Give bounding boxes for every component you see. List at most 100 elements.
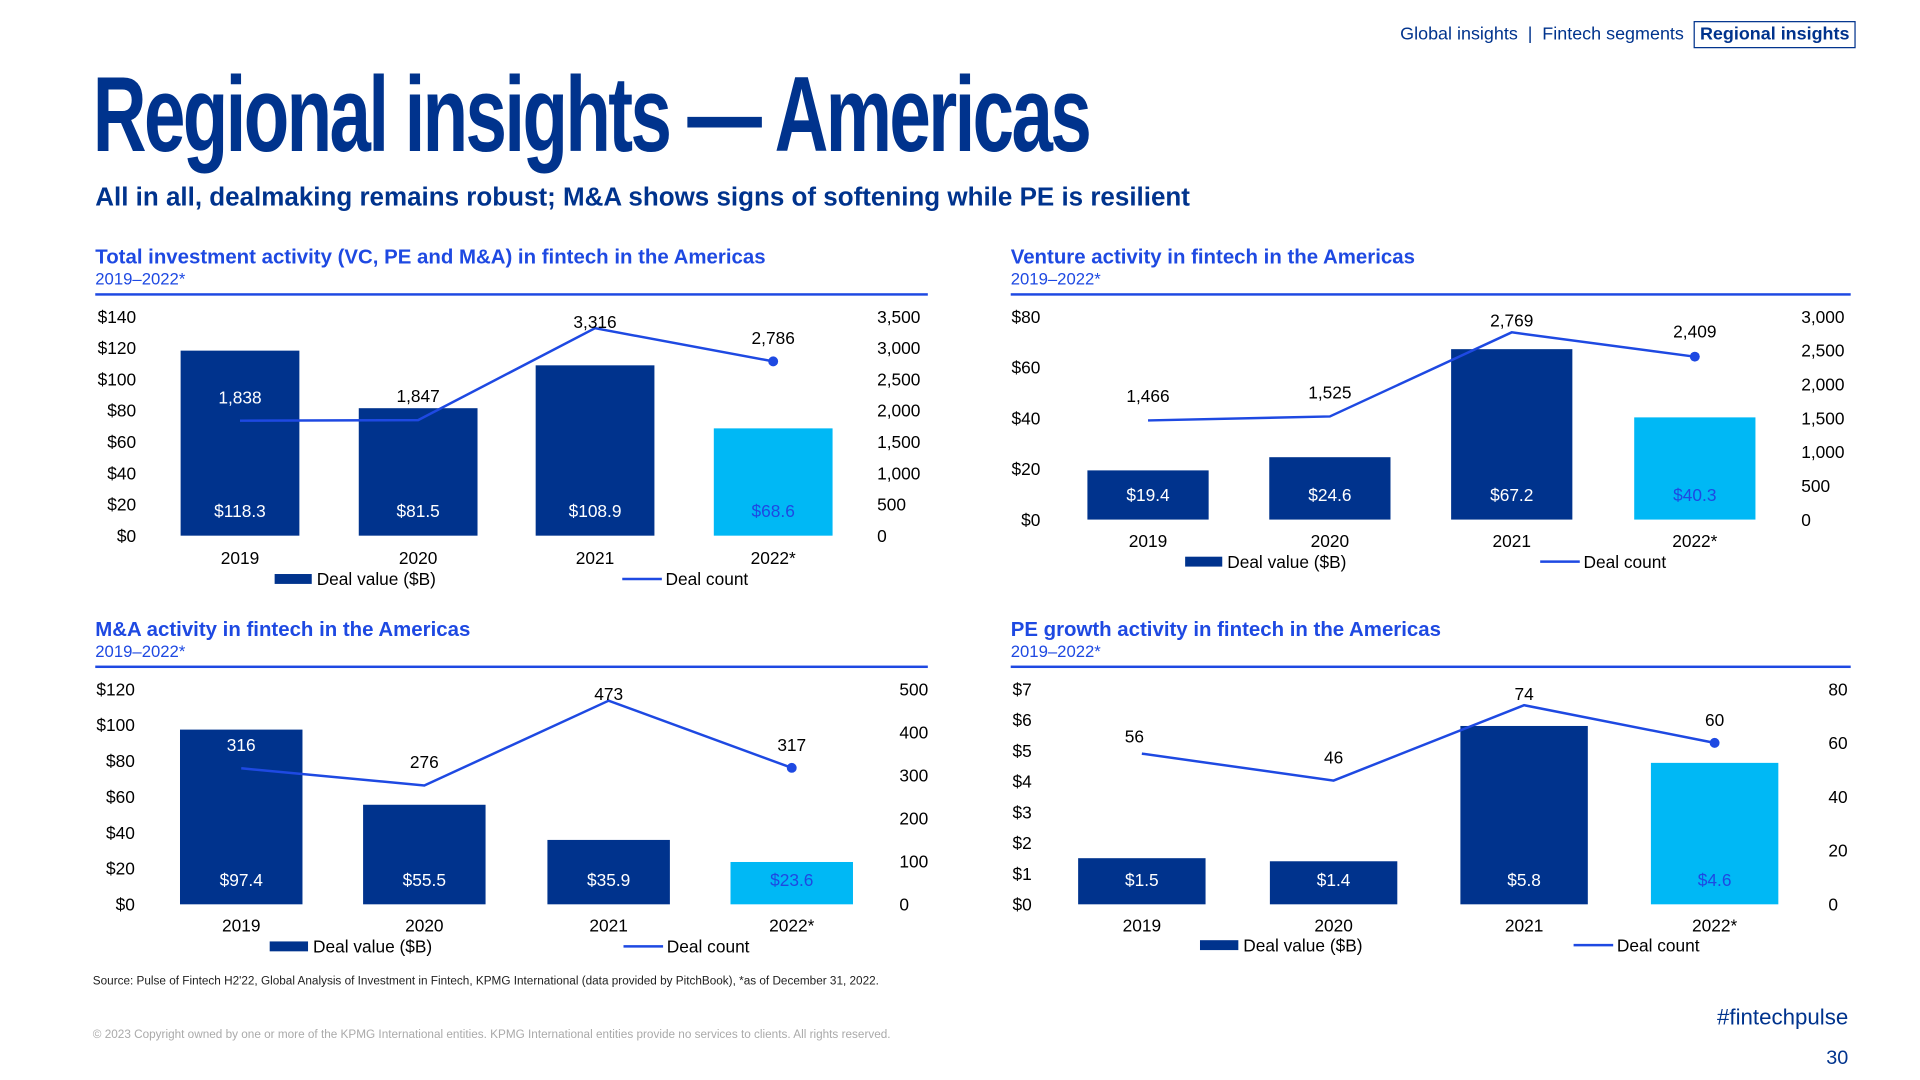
x-axis-tick-label: 2022* bbox=[1692, 916, 1737, 936]
x-axis-tick-label: 2020 bbox=[399, 548, 437, 568]
deal-count-label: 1,847 bbox=[396, 386, 439, 406]
y-axis-tick-label: $40 bbox=[107, 463, 136, 483]
bar-value-label: $1.5 bbox=[1125, 870, 1159, 890]
nav-fintech-segments[interactable]: Fintech segments bbox=[1542, 24, 1684, 45]
y-axis-tick-label: $20 bbox=[107, 495, 136, 515]
chart-header-ma: M&A activity in fintech in the Americas … bbox=[95, 618, 928, 669]
deal-count-label: 317 bbox=[777, 735, 806, 755]
bar-2022* bbox=[730, 861, 853, 905]
y2-axis-tick-label: 200 bbox=[899, 808, 928, 828]
y2-axis-tick-label: 2,500 bbox=[1801, 341, 1844, 361]
deal-count-label: 56 bbox=[1125, 726, 1144, 746]
divider bbox=[95, 293, 928, 296]
deal-count-line bbox=[241, 699, 793, 787]
y2-axis-tick-label: 2,500 bbox=[877, 369, 920, 389]
y2-axis-tick-label: 500 bbox=[877, 495, 906, 515]
page-number: 30 bbox=[1826, 1047, 1849, 1069]
y-axis-tick-label: $80 bbox=[107, 401, 136, 421]
deal-count-label: 1,525 bbox=[1308, 382, 1351, 402]
x-axis-tick-label: 2020 bbox=[405, 916, 443, 936]
bar-2019 bbox=[1078, 858, 1206, 905]
y-axis-tick-label: $120 bbox=[98, 338, 136, 358]
y-axis-tick-label: $60 bbox=[106, 787, 135, 807]
y2-axis-tick-label: 0 bbox=[899, 895, 909, 915]
y-axis-tick-label: $2 bbox=[1012, 833, 1031, 853]
y2-axis-tick-label: 400 bbox=[899, 722, 928, 742]
y2-axis-tick-label: 0 bbox=[877, 526, 887, 546]
y2-axis-tick-label: 2,000 bbox=[1801, 375, 1844, 395]
deal-count-point bbox=[1689, 351, 1700, 362]
bar-value-label: $5.8 bbox=[1507, 870, 1541, 890]
bar-value-label: $97.4 bbox=[220, 870, 264, 890]
chart-period: 2019–2022* bbox=[1010, 269, 1101, 289]
deal-count-line bbox=[1141, 703, 1715, 782]
y2-axis-tick-label: 3,000 bbox=[877, 338, 920, 358]
deal-count-line bbox=[239, 326, 774, 422]
y-axis-tick-label: $1 bbox=[1012, 864, 1031, 884]
chart-period: 2019–2022* bbox=[95, 642, 186, 661]
y-axis-tick-label: $0 bbox=[117, 526, 136, 546]
y2-axis-tick-label: 0 bbox=[1801, 510, 1811, 530]
deal-count-label: 1,466 bbox=[1126, 386, 1169, 406]
nav-regional-insights[interactable]: Regional insights bbox=[1693, 21, 1856, 49]
y2-axis-tick-label: 0 bbox=[1828, 895, 1838, 915]
legend-label-deal-value: Deal value ($B) bbox=[317, 569, 436, 589]
deal-count-label: 3,316 bbox=[573, 312, 616, 332]
deal-count-point bbox=[768, 356, 779, 367]
y2-axis-tick-label: 1,500 bbox=[877, 432, 920, 452]
chart-title: M&A activity in fintech in the Americas bbox=[95, 618, 471, 641]
chart-period: 2019–2022* bbox=[95, 269, 186, 289]
y-axis-tick-label: $120 bbox=[96, 679, 134, 699]
legend-label-deal-count: Deal count bbox=[667, 937, 750, 957]
bar-value-label: $23.6 bbox=[770, 870, 813, 890]
deal-count-label: 1,838 bbox=[218, 387, 261, 407]
legend-label-deal-value: Deal value ($B) bbox=[313, 937, 432, 957]
y-axis-tick-label: $0 bbox=[1012, 895, 1031, 915]
bar-value-label: $40.3 bbox=[1673, 485, 1716, 505]
page-subtitle: All in all, dealmaking remains robust; M… bbox=[95, 183, 1190, 212]
y-axis-tick-label: $40 bbox=[1012, 408, 1041, 428]
section-nav: Global insights | Fintech segments Regio… bbox=[1400, 21, 1856, 49]
y-axis-tick-label: $80 bbox=[1012, 307, 1041, 327]
y-axis-tick-label: $3 bbox=[1012, 802, 1031, 822]
x-axis-tick-label: 2021 bbox=[1492, 531, 1530, 551]
x-axis-tick-label: 2021 bbox=[589, 916, 627, 936]
divider bbox=[95, 665, 928, 669]
bar-value-label: $67.2 bbox=[1490, 485, 1533, 505]
y2-axis-tick-label: 500 bbox=[899, 679, 928, 699]
y-axis-tick-label: $60 bbox=[1012, 358, 1041, 378]
legend-label-deal-value: Deal value ($B) bbox=[1227, 552, 1346, 572]
bar-2022* bbox=[1634, 417, 1756, 520]
deal-count-point bbox=[1709, 737, 1720, 748]
y-axis-tick-label: $80 bbox=[106, 751, 135, 771]
x-axis-tick-label: 2020 bbox=[1311, 531, 1349, 551]
source-note: Source: Pulse of Fintech H2'22, Global A… bbox=[92, 974, 879, 989]
y-axis-tick-label: $20 bbox=[1012, 459, 1041, 479]
deal-count-label: 276 bbox=[410, 752, 439, 772]
y2-axis-tick-label: 80 bbox=[1828, 679, 1847, 699]
chart-title: PE growth activity in fintech in the Ame… bbox=[1010, 618, 1441, 641]
chart-header-pe: PE growth activity in fintech in the Ame… bbox=[1010, 618, 1851, 669]
bar-value-label: $35.9 bbox=[587, 870, 630, 890]
y-axis-tick-label: $6 bbox=[1012, 710, 1031, 730]
deal-count-label: 316 bbox=[227, 735, 256, 755]
y2-axis-tick-label: 3,500 bbox=[877, 307, 920, 327]
bar-value-label: $24.6 bbox=[1308, 485, 1351, 505]
bar-2022* bbox=[713, 428, 833, 536]
x-axis-tick-label: 2022* bbox=[751, 548, 796, 568]
y-axis-tick-label: $20 bbox=[106, 859, 135, 879]
x-axis-tick-label: 2019 bbox=[222, 916, 260, 936]
deal-count-label: 2,409 bbox=[1673, 322, 1716, 342]
bar-2020 bbox=[358, 408, 478, 536]
deal-count-label: 2,769 bbox=[1490, 311, 1533, 331]
bar-value-label: $68.6 bbox=[752, 501, 795, 521]
chart-header-venture: Venture activity in fintech in the Ameri… bbox=[1010, 246, 1851, 296]
x-axis-tick-label: 2019 bbox=[1129, 531, 1167, 551]
bar-2019 bbox=[1087, 470, 1209, 520]
hashtag[interactable]: #fintechpulse bbox=[1716, 1004, 1849, 1030]
y2-axis-tick-label: 1,500 bbox=[1801, 408, 1844, 428]
nav-global-insights[interactable]: Global insights bbox=[1400, 24, 1518, 45]
divider bbox=[1010, 665, 1851, 669]
bar-2022* bbox=[1650, 762, 1779, 905]
